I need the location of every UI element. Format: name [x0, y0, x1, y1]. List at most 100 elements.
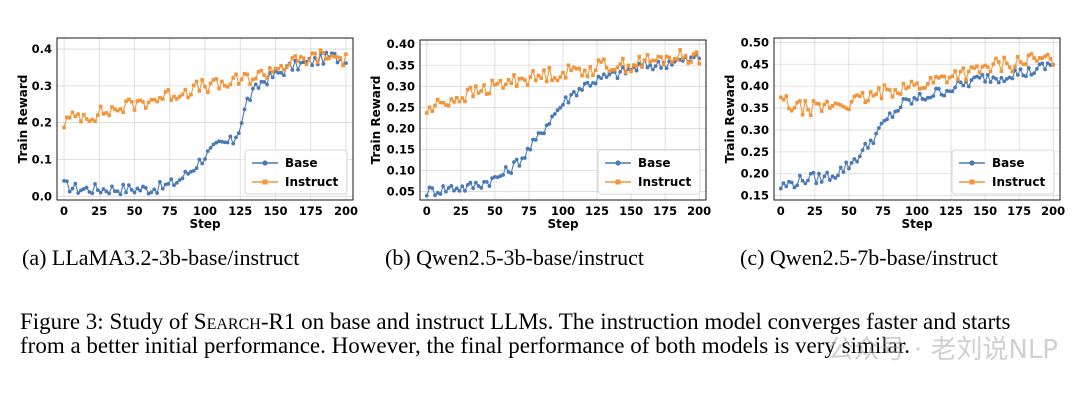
instruct-point — [645, 52, 650, 57]
base-point — [1043, 67, 1047, 72]
instruct-point — [868, 90, 873, 94]
instruct-point — [577, 66, 582, 71]
base-point — [827, 178, 832, 182]
instruct-point — [318, 48, 323, 52]
instruct-point — [495, 81, 500, 86]
base-point — [132, 190, 137, 195]
x-tick-label: 75 — [875, 204, 891, 218]
y-tick-label: 0.25 — [387, 100, 415, 114]
instruct-point — [988, 69, 993, 74]
instruct-point — [612, 67, 617, 72]
instruct-point — [661, 62, 666, 67]
instruct-point — [909, 79, 914, 84]
instruct-point — [694, 50, 699, 54]
base-point — [236, 131, 241, 136]
plot-frame — [419, 39, 707, 201]
base-point — [93, 182, 97, 186]
instruct-point — [67, 115, 72, 120]
base-point — [784, 184, 789, 189]
instruct-point — [917, 87, 922, 91]
instruct-point — [1035, 59, 1039, 63]
base-point — [245, 96, 250, 101]
base-point — [220, 139, 224, 144]
instruct-point — [947, 75, 952, 80]
instruct-point — [901, 81, 906, 86]
x-axis-label: Step — [189, 217, 221, 231]
instruct-point — [610, 67, 614, 72]
base-point — [430, 186, 435, 191]
instruct-point — [863, 100, 868, 105]
base-point — [1018, 67, 1023, 72]
instruct-point — [203, 84, 207, 89]
base-point — [234, 135, 238, 140]
base-point — [1010, 76, 1015, 81]
instruct-point — [795, 100, 799, 105]
chart-b: 0 25 50 75 100 125 150 175 200 0.05 0.10 0.15 0.20 0.… — [368, 30, 723, 235]
base-point — [797, 173, 802, 178]
base-point — [879, 121, 884, 126]
instruct-point — [591, 73, 595, 78]
y-tick-label: 0.2 — [32, 116, 52, 130]
base-point — [961, 83, 966, 88]
instruct-point — [112, 107, 117, 111]
subcaption-b: (b) Qwen2.5-3b-base/instruct — [385, 245, 645, 270]
base-point — [811, 170, 816, 175]
instruct-point — [555, 78, 560, 83]
instruct-point — [596, 58, 601, 63]
base-point — [225, 140, 230, 145]
base-point — [814, 181, 819, 186]
base-point — [465, 182, 470, 187]
base-point — [514, 157, 519, 162]
x-tick-label: 175 — [299, 204, 323, 218]
figure-caption: Figure 3: Study of Search-R1 on base and… — [20, 310, 1060, 358]
base-point — [512, 160, 516, 164]
instruct-point — [332, 54, 337, 59]
instruct-point — [425, 111, 429, 115]
caption-method: Search — [193, 309, 261, 334]
instruct-point — [124, 99, 128, 103]
instruct-point — [490, 78, 494, 83]
instruct-point — [177, 94, 182, 99]
instruct-point — [324, 56, 329, 61]
base-point — [781, 181, 786, 186]
base-point — [596, 74, 601, 79]
chart-a: 0 25 50 75 100 125 150 175 200 0.0 0.1 0.2 0.3 0.4 Ste… — [15, 30, 370, 235]
y-axis-label: Train Reward — [723, 75, 737, 164]
instruct-point — [814, 101, 819, 106]
instruct-point — [828, 106, 832, 110]
base-point — [180, 176, 185, 181]
y-tick-label: 0.45 — [741, 57, 769, 71]
instruct-point — [217, 86, 221, 91]
instruct-point — [580, 73, 584, 78]
instruct-point — [163, 90, 168, 94]
instruct-point — [942, 74, 947, 79]
instruct-point — [118, 107, 123, 111]
base-point — [222, 140, 227, 145]
instruct-point — [115, 108, 120, 113]
base-point — [149, 190, 154, 195]
base-point — [484, 179, 489, 184]
base-point — [849, 160, 854, 165]
instruct-point — [607, 69, 612, 74]
legend-marker-base — [262, 160, 268, 166]
instruct-point — [890, 95, 895, 99]
instruct-point — [958, 69, 963, 74]
base-point — [279, 70, 284, 75]
instruct-point — [833, 101, 838, 106]
instruct-point — [438, 100, 443, 105]
instruct-point — [290, 56, 295, 60]
base-point — [659, 66, 663, 70]
base-point — [985, 72, 990, 77]
base-point — [172, 183, 176, 188]
instruct-point — [800, 112, 805, 117]
instruct-point — [806, 107, 810, 112]
instruct-point — [983, 63, 987, 68]
base-point — [482, 179, 486, 184]
instruct-point — [1037, 56, 1042, 60]
instruct-point — [686, 61, 691, 65]
instruct-point — [301, 56, 306, 61]
instruct-point — [879, 96, 884, 101]
instruct-point — [539, 76, 544, 80]
instruct-point — [73, 114, 78, 119]
instruct-point — [999, 69, 1004, 73]
